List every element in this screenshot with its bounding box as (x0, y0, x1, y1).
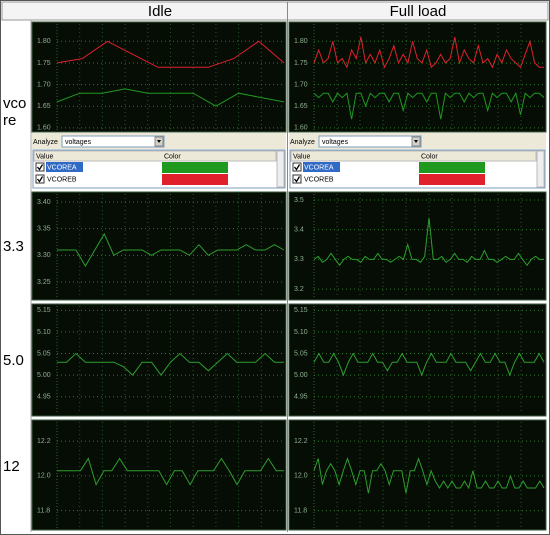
dropdown[interactable] (61, 135, 165, 148)
row-label: 12 (3, 458, 20, 475)
legend-selection (303, 162, 340, 172)
plot-background (31, 419, 287, 531)
legend-label: VCOREA (47, 164, 77, 171)
y-tick-label: 1.80 (294, 38, 308, 45)
dropdown-value: voltages (322, 139, 349, 146)
y-tick-label: 5.00 (37, 372, 51, 379)
legend-swatch (419, 174, 485, 185)
dropdown-arrow (414, 140, 418, 143)
analyze-label: Analyze (290, 139, 315, 146)
y-tick-label: 5.05 (37, 350, 51, 357)
y-tick-label: 1.65 (37, 103, 51, 110)
y-tick-label: 3.25 (37, 279, 51, 286)
y-tick-label: 1.80 (37, 38, 51, 45)
legend-check (36, 176, 44, 183)
legend-label: VCOREB (47, 176, 77, 183)
y-tick-label: 3.4 (294, 227, 304, 234)
data-line (57, 352, 284, 376)
plot-background (288, 303, 547, 417)
legend-label: VCOREB (304, 176, 334, 183)
legend-column-header: Value (293, 153, 310, 160)
scrollbar (536, 150, 545, 188)
y-tick-label: 12.2 (294, 438, 308, 445)
column-header: Full load (390, 3, 447, 20)
y-tick-label: 5.10 (294, 329, 308, 336)
y-tick-label: 12.2 (37, 438, 51, 445)
y-tick-label: 4.95 (294, 394, 308, 401)
y-tick-label: 1.65 (294, 103, 308, 110)
legend-swatch (162, 174, 228, 185)
dropdown-value: voltages (65, 139, 92, 146)
plot-background (288, 21, 547, 133)
data-line (57, 232, 285, 267)
y-tick-label: 1.75 (37, 60, 51, 67)
plot-background (288, 191, 547, 301)
data-line (313, 36, 544, 69)
y-tick-label: 3.2 (294, 286, 304, 293)
legend-column-header: Value (36, 153, 53, 160)
y-tick-label: 3.40 (37, 199, 51, 206)
y-tick-label: 1.60 (294, 125, 308, 132)
legend-header (33, 150, 277, 162)
header-row (1, 1, 549, 21)
y-tick-label: 5.05 (294, 350, 308, 357)
column-header: Idle (148, 3, 172, 20)
legend-header (290, 150, 537, 162)
y-tick-label: 1.70 (294, 81, 308, 88)
legend-swatch (162, 162, 228, 173)
y-tick-label: 11.8 (37, 507, 50, 514)
y-tick-label: 3.3 (294, 256, 304, 263)
data-line (313, 352, 545, 377)
y-tick-label: 3.35 (37, 226, 51, 233)
plot-background (31, 303, 287, 417)
y-tick-label: 5.10 (37, 329, 51, 336)
dropdown[interactable] (318, 135, 422, 148)
y-tick-label: 11.8 (294, 507, 307, 514)
legend-check (36, 164, 44, 171)
legend-check (293, 176, 301, 183)
legend-swatch (419, 162, 485, 173)
legend-column-header: Color (164, 153, 181, 160)
y-tick-label: 4.95 (37, 394, 51, 401)
data-line (56, 40, 285, 68)
plot-background (31, 21, 287, 133)
data-line (57, 457, 284, 486)
data-line (313, 456, 545, 494)
y-tick-label: 12.0 (37, 473, 51, 480)
data-line (56, 88, 285, 107)
legend-check (293, 164, 301, 171)
y-tick-label: 1.70 (37, 81, 51, 88)
legend-checkbox[interactable] (292, 174, 302, 184)
y-tick-label: 3.5 (294, 197, 304, 204)
scrollbar (276, 150, 285, 188)
y-tick-label: 5.00 (294, 372, 308, 379)
y-tick-label: 5.15 (294, 307, 308, 314)
legend-selection (46, 162, 83, 172)
dropdown-arrow (157, 140, 161, 143)
legend-checkbox[interactable] (292, 162, 302, 172)
y-tick-label: 5.15 (37, 307, 51, 314)
analyze-label: Analyze (33, 139, 58, 146)
legend-checkbox[interactable] (35, 174, 45, 184)
data-line (313, 91, 545, 120)
row-label: 3.3 (3, 238, 24, 255)
y-tick-label: 3.30 (37, 252, 51, 259)
row-label: vcore (3, 95, 27, 129)
y-tick-label: 1.75 (294, 60, 308, 67)
legend-column-header: Color (421, 153, 438, 160)
y-tick-label: 12.0 (294, 473, 308, 480)
legend-checkbox[interactable] (35, 162, 45, 172)
plot-background (288, 419, 547, 531)
data-line (313, 217, 544, 267)
y-tick-label: 1.60 (37, 125, 51, 132)
legend-label: VCOREA (304, 164, 334, 171)
row-label: 5.0 (3, 352, 24, 369)
